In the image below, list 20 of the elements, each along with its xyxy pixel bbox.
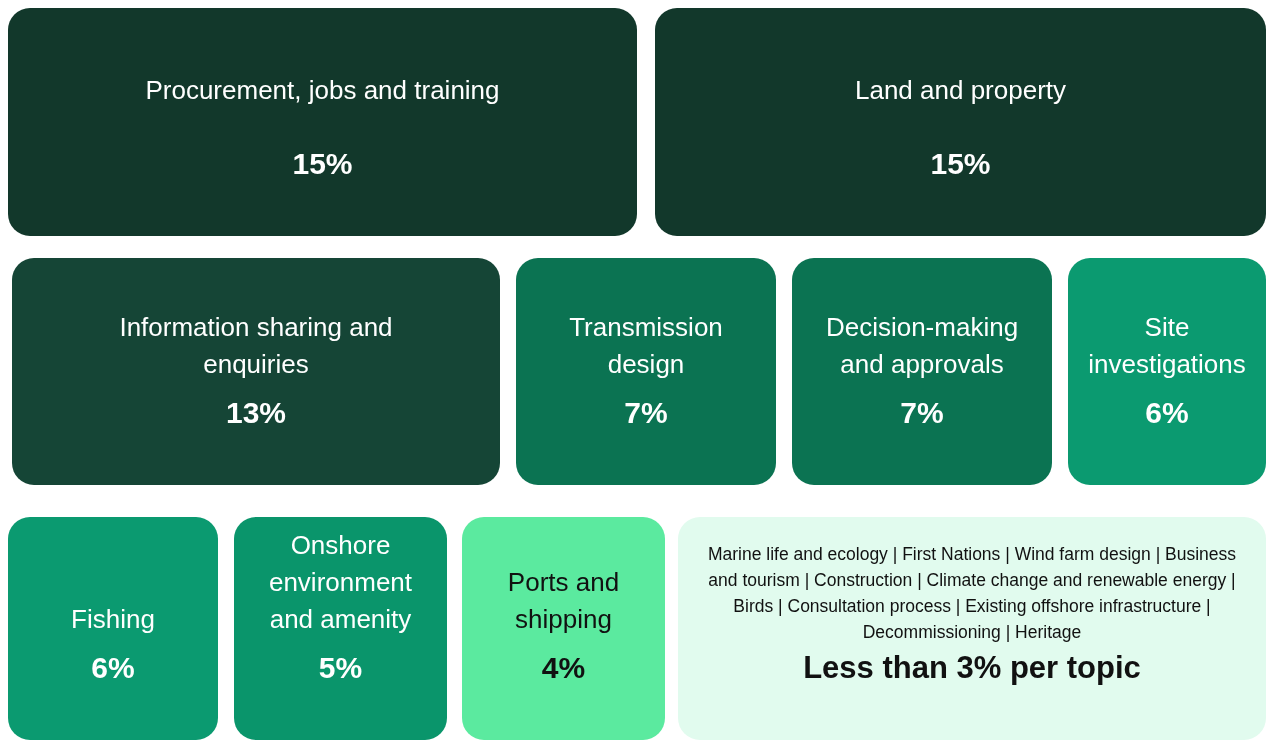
data-label: 15% [930,147,991,180]
category-label: Ports and shipping [507,567,620,634]
data-label: 6% [1145,396,1189,429]
category-label: Land and property [854,75,1067,105]
data-label: 15% [292,147,353,180]
data-label: 4% [541,651,586,684]
category-label: Procurement, jobs and training [145,75,500,105]
category-label: Fishing [71,604,155,634]
data-label: Less than 3% per topic [803,650,1141,685]
category-label: Site investigations [1088,312,1246,379]
data-label: 6% [91,651,135,684]
category-label: Decision-making and approvals [825,312,1019,379]
category-label: Transmission design [569,312,723,379]
data-label: 13% [225,396,287,429]
data-label: 7% [900,396,944,429]
data-label: 5% [318,651,363,684]
category-label: Information sharing and enquiries [119,312,393,379]
category-label: Marine life and ecology | First Nations | Wind farm design | Business and tourism | Construction | Climate change and renewable energy | Birds | Consultation process | Existing offshore infrastructure | Decommissioning | Heritage [707,544,1237,642]
data-label: 7% [624,396,668,429]
category-label: Onshore environment and amenity [268,530,413,634]
